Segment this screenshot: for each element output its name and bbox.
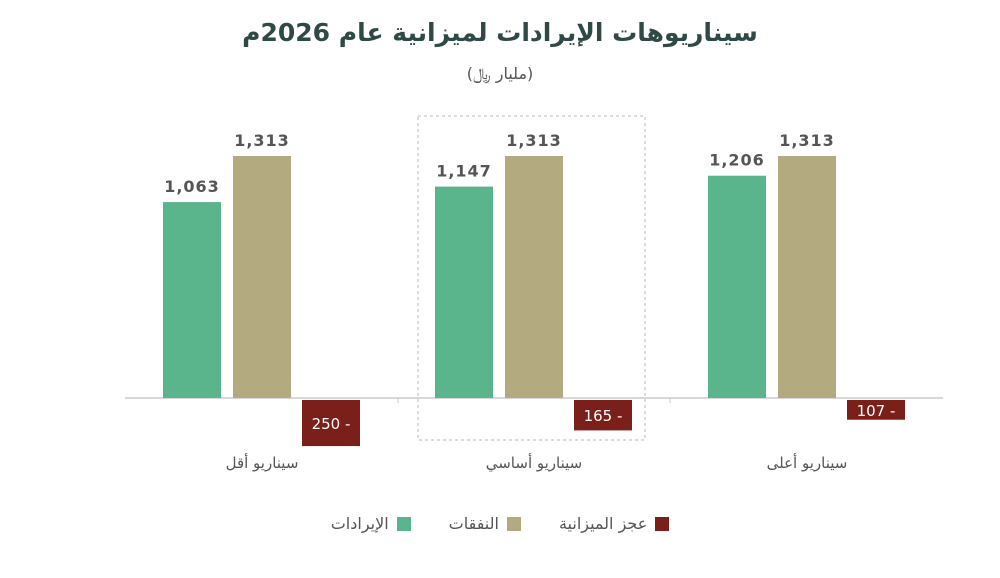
legend-label-deficit: عجز الميزانية [558,514,648,533]
bar-0-1 [435,186,493,398]
data-label: 1,206 [709,151,765,170]
legend-item-expenses: النفقات [449,514,521,533]
legend-item-deficit: عجز الميزانية [558,514,670,533]
chart-title: سيناريوهات الإيرادات لميزانية عام 2026م [242,18,758,47]
legend-swatch-deficit [655,516,670,531]
bar-2-1 [574,400,632,431]
bar-0-2 [708,175,766,398]
legend-label-revenue: الإيرادات [330,514,389,533]
legend-swatch-expenses [506,516,521,531]
legend: عجز الميزانية النفقات الإيرادات [0,514,1000,533]
category-label: سيناريو أقل [226,453,299,472]
data-label: 165 - [584,407,623,425]
bar-2-2 [847,400,905,420]
category-label: سيناريو أساسي [486,453,583,473]
data-label: 1,313 [234,131,290,150]
data-label: 1,063 [164,177,220,196]
legend-label-expenses: النفقات [448,514,499,533]
data-label: 1,313 [506,131,562,150]
bar-1-1 [505,156,563,398]
legend-item-revenue: الإيرادات [331,514,411,533]
chart-subtitle: (مليار ﷼) [466,64,534,83]
data-label: 107 - [857,402,896,420]
legend-swatch-revenue [396,516,411,531]
bar-2-0 [302,400,360,447]
data-label: 250 - [312,415,351,433]
data-label: 1,313 [779,131,835,150]
bar-0-0 [163,202,221,398]
bar-1-2 [778,156,836,398]
data-label: 1,147 [436,162,492,181]
bar-1-0 [233,156,291,398]
category-label: سيناريو أعلى [767,453,848,472]
